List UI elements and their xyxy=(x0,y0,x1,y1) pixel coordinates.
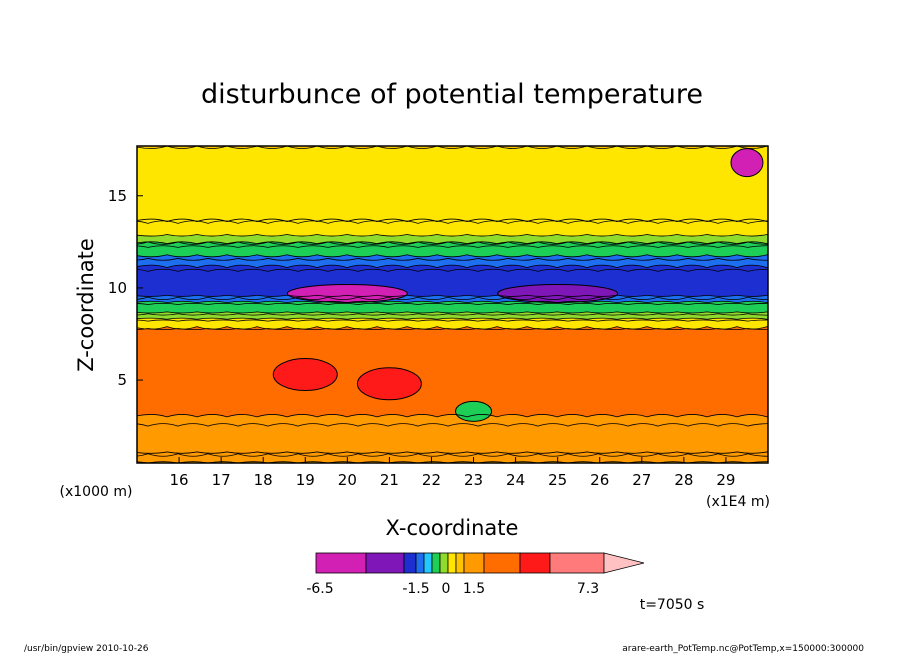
colorbar-arrow xyxy=(603,552,645,574)
colorbar-segment xyxy=(455,552,465,574)
plot-area xyxy=(137,146,768,463)
x-tick-label: 18 xyxy=(254,471,273,489)
colorbar-segment xyxy=(431,552,441,574)
contour-core xyxy=(730,148,764,178)
y-unit-label: (x1000 m) xyxy=(60,484,133,500)
program-footer: /usr/bin/gpview 2010-10-26 xyxy=(24,644,149,654)
contour-core xyxy=(455,400,493,422)
contour-line xyxy=(137,451,768,463)
x-tick-label: 21 xyxy=(380,471,399,489)
y-tick-label: 5 xyxy=(117,371,127,389)
x-tick-label: 28 xyxy=(674,471,693,489)
colorbar xyxy=(315,552,645,574)
contour-layer xyxy=(137,146,768,224)
x-tick-label: 29 xyxy=(716,471,735,489)
y-tick-label: 10 xyxy=(108,279,127,297)
contour-line xyxy=(137,264,768,301)
contour-line xyxy=(137,326,768,427)
contour-line xyxy=(137,146,768,224)
colorbar-segment xyxy=(483,552,521,574)
colorbar-segment xyxy=(365,552,405,574)
colorbar-segment xyxy=(549,552,605,574)
chart-title: disturbunce of potential temperature xyxy=(201,79,703,110)
time-label: t=7050 s xyxy=(640,597,705,613)
contour-core xyxy=(272,358,338,392)
colorbar-segment xyxy=(403,552,417,574)
contour-layer xyxy=(137,301,768,316)
colorbar-label: -1.5 xyxy=(402,581,429,597)
x-tick-label: 26 xyxy=(590,471,609,489)
colorbar-segment xyxy=(463,552,485,574)
contour-line xyxy=(137,414,768,457)
contour-line xyxy=(137,300,768,316)
source-footer: arare-earth_PotTemp.nc@PotTemp,x=150000:… xyxy=(622,644,864,654)
colorbar-label: 7.3 xyxy=(577,581,599,597)
contour-line xyxy=(137,311,768,322)
colorbar-label: 1.5 xyxy=(463,581,485,597)
contour-layer xyxy=(137,326,768,427)
contour-core xyxy=(356,367,422,401)
plot-frame xyxy=(136,145,769,464)
x-tick-label: 27 xyxy=(632,471,651,489)
x-tick-label: 22 xyxy=(422,471,441,489)
x-tick-label: 23 xyxy=(464,471,483,489)
contour-line xyxy=(137,218,768,245)
contour-line xyxy=(137,234,768,248)
x-axis-label: X-coordinate xyxy=(386,516,519,540)
x-tick-label: 19 xyxy=(296,471,315,489)
colorbar-segment xyxy=(423,552,433,574)
x-unit-label: (x1E4 m) xyxy=(706,494,770,510)
colorbar-label: -6.5 xyxy=(306,581,333,597)
contour-line xyxy=(137,241,768,261)
x-tick-label: 17 xyxy=(212,471,231,489)
colorbar-segment xyxy=(415,552,425,574)
colorbar-segment xyxy=(519,552,551,574)
colorbar-segment xyxy=(439,552,449,574)
colorbar-segment xyxy=(315,552,367,574)
x-tick-label: 25 xyxy=(548,471,567,489)
contour-line xyxy=(137,254,768,272)
y-axis-label: Z-coordinate xyxy=(74,238,98,372)
x-tick-label: 16 xyxy=(170,471,189,489)
colorbar-label: 0 xyxy=(442,581,451,597)
contour-layer xyxy=(137,414,768,457)
y-tick-label: 15 xyxy=(108,187,127,205)
colorbar-segment xyxy=(447,552,457,574)
contour-layer xyxy=(137,265,768,300)
x-tick-label: 24 xyxy=(506,471,525,489)
contour-line xyxy=(137,294,768,305)
x-tick-label: 20 xyxy=(338,471,357,489)
